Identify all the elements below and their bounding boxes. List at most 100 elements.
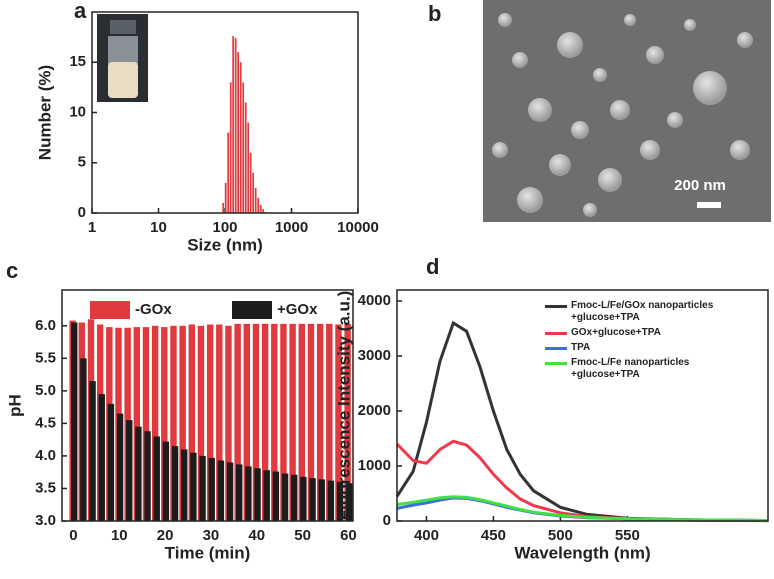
bar [234,323,241,521]
y-tick-label: 3.0 [35,512,56,529]
bar [263,470,270,521]
legend-swatch [545,332,567,335]
bar [116,413,124,521]
bar [225,325,232,521]
bar [216,324,223,521]
histogram-bar [257,197,260,213]
x-tick-label: 30 [203,527,220,544]
bar [316,323,324,521]
legend-swatch [232,301,272,319]
bar [346,483,353,521]
histogram-bar [234,38,237,213]
y-tick-label: 5.5 [35,349,56,366]
y-tick-label: 5.0 [35,382,56,399]
y-tick-label: 10 [69,103,86,120]
bar [142,327,150,521]
histogram-bar [259,204,262,213]
x-tick-label: 500 [548,527,573,544]
y-axis-title: Number (%) [35,65,54,160]
bar [281,473,289,521]
bar [206,324,214,521]
bar [197,325,205,521]
y-tick-label: 15 [69,53,86,70]
legend-entry: Fmoc-L/Fe nanoparticles +glucose+TPA [545,357,713,381]
histogram-bar [224,182,227,213]
x-tick-label: 0 [69,527,77,544]
bar [162,441,170,521]
histogram-bar [239,62,242,213]
y-axis-title: Fluorescence Intensity (a.u.) [334,291,353,521]
y-tick-label: 2000 [358,402,391,419]
bar [107,403,115,521]
legend-label: Fmoc-L/Fe/GOx nanoparticles +glucose+TPA [571,300,714,323]
bar [170,325,177,521]
bar [71,322,78,521]
panel-label: b [428,1,441,26]
y-tick-label: 0 [78,204,86,221]
legend: Fmoc-L/Fe/GOx nanoparticles +glucose+TPA… [545,300,713,384]
bar [280,323,287,521]
bar [298,323,305,521]
bar [254,468,261,521]
bar [326,323,333,521]
panel-label: a [74,0,87,23]
legend-swatch [545,347,567,350]
bar [327,480,335,521]
plot-frame [396,289,769,522]
histogram-bar [252,172,255,213]
bar [309,478,316,521]
bar [190,452,197,521]
legend-label: GOx+glucose+TPA [571,327,661,338]
bar [126,420,133,521]
sem-image [483,0,771,222]
x-tick-label: 450 [481,527,506,544]
histogram-bar [254,187,257,213]
x-tick-label: 40 [248,527,265,544]
y-tick-label: 3.5 [35,479,56,496]
bar [161,327,168,521]
x-tick-label: 400 [414,527,439,544]
bar [289,323,296,521]
x-tick-label: 10 [150,219,167,236]
bar [208,457,215,521]
bar [291,474,298,521]
y-axis-title: pH [5,394,24,417]
panel-label: c [6,258,18,283]
bar [272,471,280,521]
histogram-bar [229,82,232,213]
bar [236,464,243,521]
histogram-bar [242,82,245,213]
bar [133,327,141,521]
histogram-bar [247,122,250,213]
bar [89,381,96,521]
bar [80,358,87,521]
legend-label: -GOx [135,301,172,318]
bar [271,323,278,521]
legend-swatch [545,362,567,365]
panel-label: d [426,254,439,279]
x-tick-label: 100 [212,219,237,236]
legend-label: Fmoc-L/Fe nanoparticles +glucose+TPA [571,357,690,380]
x-axis-title: Wavelength (nm) [514,543,650,562]
bar [243,323,250,521]
bar [307,323,315,521]
y-tick-label: 4.0 [35,447,56,464]
x-tick-label: 10000 [337,219,379,236]
bar [336,481,344,521]
y-tick-label: 4000 [358,292,391,309]
bar [98,394,105,521]
y-tick-label: 1000 [358,457,391,474]
scale-bar-label: 200 nm [674,177,726,194]
legend-label: +GOx [277,301,318,318]
histogram-bar [227,132,230,213]
bar [181,449,188,521]
bar [252,323,260,521]
legend-entry: GOx+glucose+TPA [545,327,713,339]
inset-photo [97,14,148,102]
x-tick-label: 10 [111,527,128,544]
bar [300,476,307,521]
bar [217,460,225,521]
bar [335,324,342,521]
